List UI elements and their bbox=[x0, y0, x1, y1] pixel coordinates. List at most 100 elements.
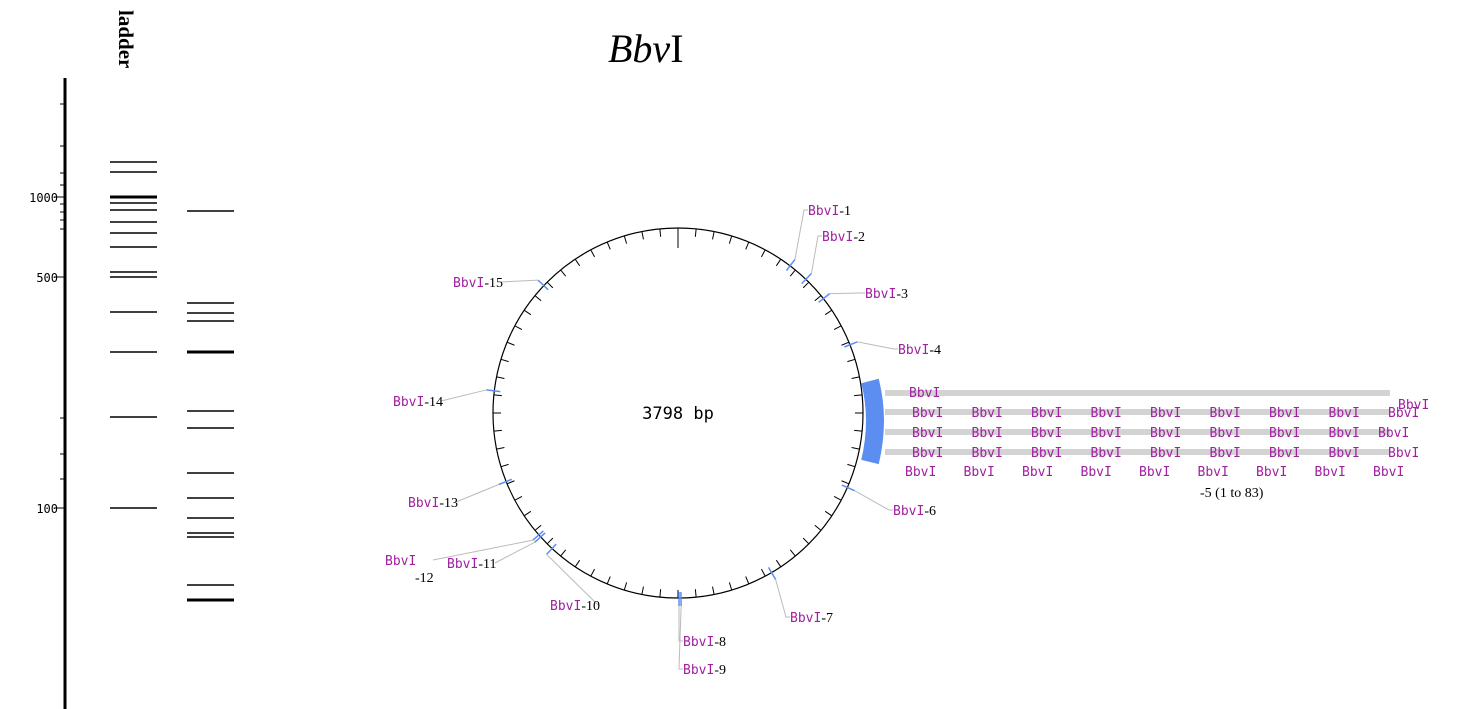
circle-tick bbox=[695, 229, 696, 237]
site-tick bbox=[538, 280, 548, 290]
site-label: BbvI-1 bbox=[808, 204, 851, 219]
gel-axis-label: 1000 bbox=[29, 191, 58, 205]
cluster-enzyme: BbvI bbox=[1022, 465, 1053, 480]
circle-tick bbox=[854, 430, 862, 431]
gel-axis-label: 500 bbox=[36, 271, 58, 285]
site-label: BbvI-10 bbox=[550, 599, 600, 614]
circle-tick bbox=[607, 242, 610, 249]
circle-tick bbox=[494, 430, 502, 431]
cluster-enzyme: BbvI bbox=[1198, 465, 1229, 480]
site-number: -6 bbox=[924, 504, 936, 519]
site-number: -10 bbox=[581, 599, 600, 614]
site-connector bbox=[855, 491, 893, 510]
circle-tick bbox=[815, 296, 821, 301]
site-connector bbox=[456, 485, 499, 502]
circle-tick bbox=[695, 589, 696, 597]
circle-tick bbox=[746, 242, 749, 249]
circle-tick bbox=[547, 538, 553, 544]
site-enzyme: BbvI bbox=[385, 554, 416, 569]
site-label: BbvI-11 bbox=[447, 557, 496, 572]
cluster-enzyme: BbvI bbox=[972, 406, 1003, 421]
cluster-enzyme: BbvI bbox=[905, 465, 936, 480]
circle-tick bbox=[507, 342, 514, 345]
site-number: -13 bbox=[439, 496, 458, 511]
site-connector bbox=[441, 390, 486, 401]
circle-tick bbox=[790, 550, 795, 556]
site-number: -15 bbox=[484, 276, 503, 291]
cluster-enzyme: BbvI bbox=[1150, 426, 1181, 441]
cluster-enzyme: BbvI bbox=[972, 426, 1003, 441]
site-label: BbvI-2 bbox=[822, 230, 865, 245]
site-enzyme: BbvI bbox=[683, 663, 714, 678]
circle-tick bbox=[624, 236, 626, 244]
site-enzyme: BbvI bbox=[865, 287, 896, 302]
cluster-enzyme: BbvI bbox=[909, 386, 940, 401]
circle-tick bbox=[825, 310, 832, 314]
cluster-enzyme: BbvI bbox=[1329, 406, 1360, 421]
circle-tick bbox=[591, 569, 595, 576]
circle-tick bbox=[561, 270, 566, 276]
title: BbvI bbox=[608, 26, 684, 71]
site-number: -12 bbox=[415, 571, 434, 586]
circle-tick bbox=[501, 464, 509, 466]
circle-tick bbox=[852, 377, 860, 379]
circle-tick bbox=[713, 232, 715, 240]
circle-tick bbox=[575, 259, 579, 266]
cluster-arc bbox=[870, 381, 875, 462]
site-tick bbox=[802, 274, 812, 284]
site-enzyme: BbvI bbox=[393, 395, 424, 410]
cluster-enzyme: BbvI bbox=[1256, 465, 1287, 480]
site-enzyme: BbvI bbox=[790, 611, 821, 626]
cluster-enzyme: BbvI bbox=[1081, 465, 1112, 480]
circle-tick bbox=[515, 326, 522, 330]
circle-tick bbox=[497, 377, 505, 379]
circle-tick bbox=[547, 282, 553, 288]
circle-tick bbox=[494, 395, 502, 396]
circle-tick bbox=[660, 229, 661, 237]
site-number: -4 bbox=[929, 343, 941, 358]
circle-tick bbox=[834, 496, 841, 500]
cluster-enzyme: BbvI bbox=[912, 426, 943, 441]
site-label: BbvI-15 bbox=[453, 276, 503, 291]
cluster-enzyme: BbvI bbox=[964, 465, 995, 480]
cluster-enzyme: BbvI bbox=[1091, 426, 1122, 441]
gel-axis-label: 100 bbox=[36, 502, 58, 516]
cluster-enzyme: BbvI bbox=[1150, 446, 1181, 461]
site-connector bbox=[795, 210, 808, 259]
site-connector bbox=[830, 293, 865, 294]
site-enzyme: BbvI bbox=[898, 343, 929, 358]
circle-tick bbox=[642, 232, 644, 240]
circle-tick bbox=[854, 395, 862, 396]
cluster-enzyme: BbvI bbox=[1269, 446, 1300, 461]
cluster-enzyme: BbvI bbox=[1091, 406, 1122, 421]
site-connector bbox=[857, 342, 898, 349]
site-number: -3 bbox=[896, 287, 908, 302]
site-number: -11 bbox=[478, 557, 496, 572]
title-italic: Bbv bbox=[608, 26, 670, 71]
circle-tick bbox=[713, 587, 715, 595]
site-enzyme: BbvI bbox=[550, 599, 581, 614]
site-connector bbox=[811, 236, 822, 274]
site-label: BbvI-8 bbox=[683, 635, 726, 650]
circle-tick bbox=[660, 589, 661, 597]
circle-tick bbox=[790, 270, 795, 276]
circle-tick bbox=[761, 569, 765, 576]
site-label: BbvI-13 bbox=[408, 496, 458, 511]
circle-tick bbox=[575, 560, 579, 567]
cluster-enzyme: BbvI bbox=[1210, 426, 1241, 441]
circle-tick bbox=[497, 448, 505, 450]
site-label: BbvI-4 bbox=[898, 343, 941, 358]
circle-tick bbox=[607, 577, 610, 584]
site-connector bbox=[776, 579, 790, 617]
site-label: BbvI-6 bbox=[893, 504, 936, 519]
circle-tick bbox=[535, 525, 541, 530]
cluster-enzyme: BbvI bbox=[1150, 406, 1181, 421]
cluster-enzyme: BbvI bbox=[912, 446, 943, 461]
site-label: BbvI-3 bbox=[865, 287, 908, 302]
cluster-enzyme: BbvI bbox=[1388, 446, 1419, 461]
site-enzyme: BbvI bbox=[447, 557, 478, 572]
circle-tick bbox=[776, 259, 780, 266]
site-tick bbox=[547, 544, 557, 554]
title-roman: I bbox=[670, 26, 683, 71]
circle-tick bbox=[842, 481, 849, 484]
